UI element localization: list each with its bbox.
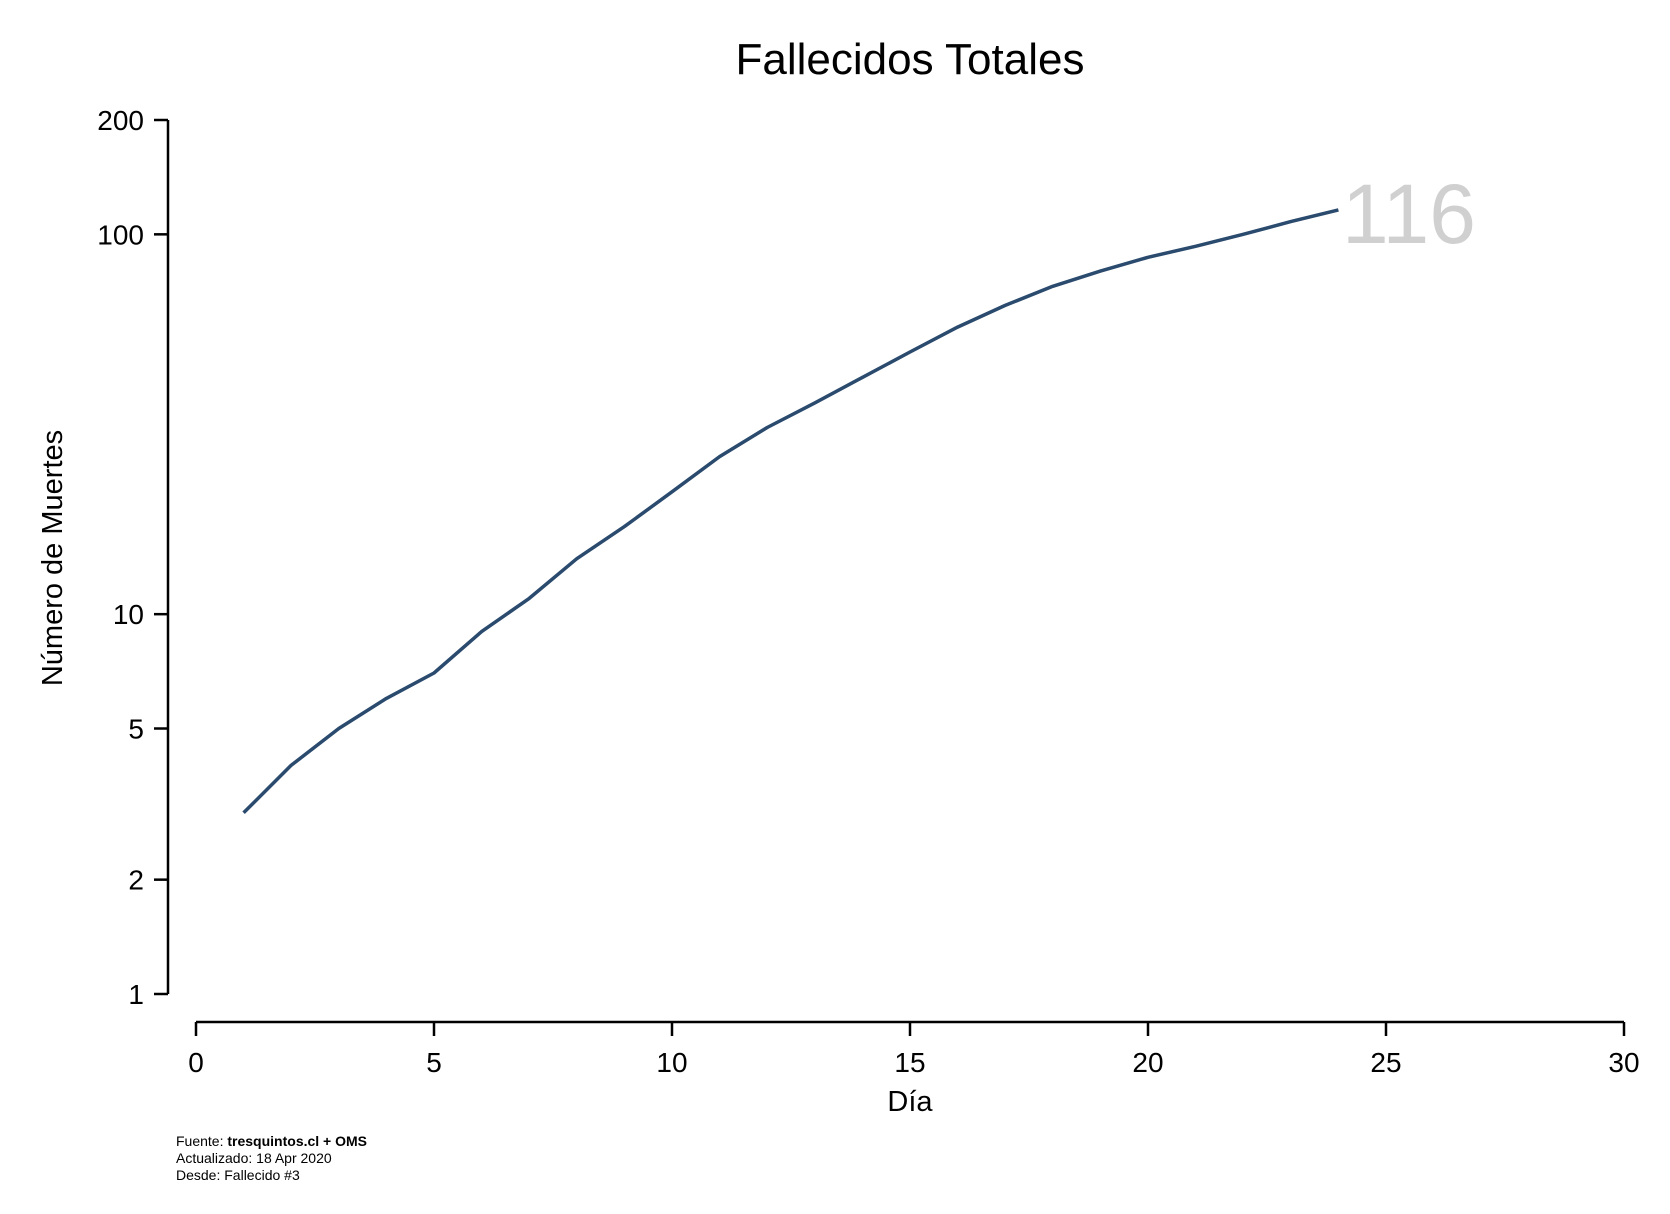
x-tick-label: 25 (1370, 1047, 1401, 1078)
x-tick-label: 0 (188, 1047, 204, 1078)
y-tick-label: 200 (97, 105, 144, 136)
y-axis: 1 2 5 10 100 200 (97, 105, 170, 1010)
y-tick-label: 5 (128, 714, 144, 745)
y-tick-label: 100 (97, 219, 144, 250)
chart-title: Fallecidos Totales (736, 35, 1085, 84)
footer-updated: Actualizado: 18 Apr 2020 (176, 1150, 332, 1166)
end-value-label: 116 (1342, 167, 1476, 261)
y-tick-label: 10 (113, 599, 144, 630)
y-tick-label: 2 (128, 865, 144, 896)
footer: Fuente: tresquintos.cl + OMS Actualizado… (176, 1133, 367, 1184)
footer-source-name: tresquintos.cl + OMS (227, 1133, 368, 1149)
series-line (242, 208, 1339, 815)
x-tick-label: 10 (656, 1047, 687, 1078)
x-axis-label: Día (887, 1086, 933, 1118)
x-tick-label: 20 (1132, 1047, 1163, 1078)
x-tick-label: 30 (1608, 1047, 1639, 1078)
y-axis-label: Número de Muertes (37, 430, 69, 686)
x-tick-label: 5 (426, 1047, 442, 1078)
footer-source: Fuente: tresquintos.cl + OMS (176, 1133, 367, 1150)
footer-source-prefix: Fuente: (176, 1133, 228, 1149)
x-tick-label: 15 (894, 1047, 925, 1078)
x-axis: 0 5 10 15 20 25 30 (188, 1020, 1640, 1078)
y-tick-label: 1 (128, 979, 144, 1010)
footer-since: Desde: Fallecido #3 (176, 1167, 300, 1183)
